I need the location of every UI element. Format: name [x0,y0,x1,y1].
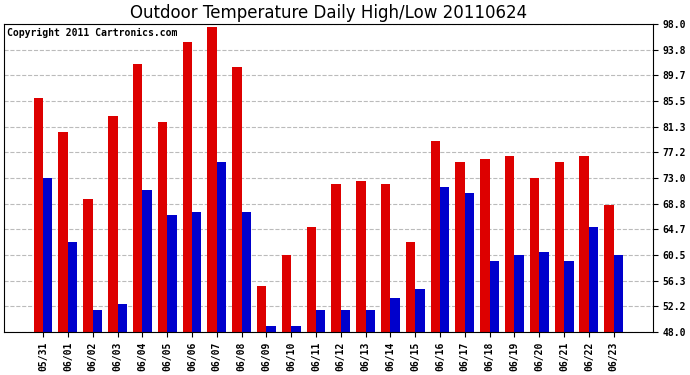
Bar [192,211,201,332]
Bar [232,67,241,332]
Bar [34,98,43,332]
Bar [480,159,490,332]
Bar [540,252,549,332]
Bar [266,326,276,332]
Bar [490,261,499,332]
Bar [316,310,326,332]
Bar [92,310,102,332]
Bar [117,304,127,332]
Bar [431,141,440,332]
Bar [306,227,316,332]
Bar [366,310,375,332]
Bar [613,255,623,332]
Bar [589,227,598,332]
Bar [331,184,341,332]
Bar [381,184,391,332]
Bar [83,199,92,332]
Bar [158,122,167,332]
Text: Copyright 2011 Cartronics.com: Copyright 2011 Cartronics.com [8,28,178,38]
Bar [207,27,217,332]
Bar [59,132,68,332]
Bar [555,162,564,332]
Bar [133,64,142,332]
Bar [68,242,77,332]
Bar [142,190,152,332]
Bar [580,156,589,332]
Bar [505,156,515,332]
Bar [182,42,192,332]
Bar [440,187,449,332]
Bar [455,162,465,332]
Title: Outdoor Temperature Daily High/Low 20110624: Outdoor Temperature Daily High/Low 20110… [130,4,527,22]
Bar [341,310,351,332]
Bar [282,255,291,332]
Bar [530,178,540,332]
Bar [43,178,52,332]
Bar [515,255,524,332]
Bar [406,242,415,332]
Bar [415,289,424,332]
Bar [604,206,613,332]
Bar [291,326,301,332]
Bar [391,298,400,332]
Bar [564,261,573,332]
Bar [217,162,226,332]
Bar [356,181,366,332]
Bar [167,215,177,332]
Bar [465,193,474,332]
Bar [241,211,251,332]
Bar [108,116,117,332]
Bar [257,285,266,332]
